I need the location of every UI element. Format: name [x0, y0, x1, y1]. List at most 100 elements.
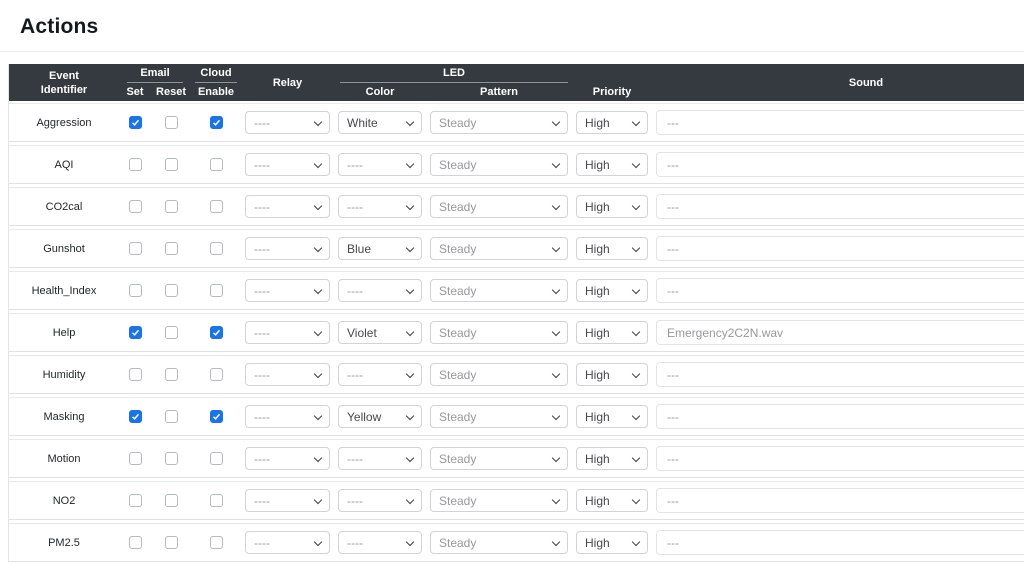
cloud-enable-checkbox[interactable] — [209, 326, 223, 339]
email-set-checkbox[interactable] — [128, 242, 142, 255]
email-set-checkbox[interactable] — [128, 536, 142, 549]
led-priority-select[interactable]: High — [576, 363, 648, 386]
relay-select[interactable]: ---- — [245, 321, 330, 344]
led-priority-select[interactable]: High — [576, 405, 648, 428]
sound-field[interactable]: --- — [656, 110, 1024, 135]
sound-field[interactable]: --- — [656, 530, 1024, 555]
cloud-enable-checkbox[interactable] — [209, 116, 223, 129]
led-color-select-value: Blue — [347, 241, 372, 256]
email-set-checkbox[interactable] — [128, 452, 142, 465]
led-priority-select[interactable]: High — [576, 153, 648, 176]
cloud-enable-checkbox[interactable] — [209, 452, 223, 465]
sound-field[interactable]: --- — [656, 278, 1024, 303]
email-set-checkbox[interactable] — [128, 116, 142, 129]
led-color-select[interactable]: ---- — [338, 363, 422, 386]
led-pattern-select[interactable]: Steady — [430, 531, 568, 554]
sound-field[interactable]: --- — [656, 362, 1024, 387]
led-priority-select[interactable]: High — [576, 111, 648, 134]
led-pattern-select[interactable]: Steady — [430, 489, 568, 512]
led-pattern-select[interactable]: Steady — [430, 321, 568, 344]
led-priority-select[interactable]: High — [576, 321, 648, 344]
led-color-select[interactable]: ---- — [338, 489, 422, 512]
sound-field[interactable]: --- — [656, 446, 1024, 471]
email-reset-checkbox[interactable] — [164, 158, 178, 171]
relay-select[interactable]: ---- — [245, 279, 330, 302]
led-pattern-select[interactable]: Steady — [430, 237, 568, 260]
email-reset-checkbox[interactable] — [164, 536, 178, 549]
event-identifier-label: Motion — [47, 452, 81, 465]
relay-select-value: ---- — [254, 283, 270, 298]
email-reset-checkbox[interactable] — [164, 242, 178, 255]
email-reset-checkbox[interactable] — [164, 410, 178, 423]
led-pattern-select[interactable]: Steady — [430, 405, 568, 428]
led-color-select[interactable]: ---- — [338, 531, 422, 554]
chevron-down-icon — [551, 117, 561, 127]
sound-field[interactable]: --- — [656, 194, 1024, 219]
cloud-enable-checkbox[interactable] — [209, 536, 223, 549]
email-reset-checkbox[interactable] — [164, 326, 178, 339]
table-row: Gunshot ---- Blue — [9, 229, 1024, 268]
email-set-checkbox[interactable] — [128, 494, 142, 507]
relay-select[interactable]: ---- — [245, 111, 330, 134]
sound-field-value: --- — [667, 493, 679, 508]
email-reset-checkbox[interactable] — [164, 284, 178, 297]
led-priority-select[interactable]: High — [576, 489, 648, 512]
led-color-select[interactable]: Yellow — [338, 405, 422, 428]
event-identifier-label: Gunshot — [43, 242, 85, 255]
chevron-down-icon — [405, 159, 415, 169]
led-priority-select[interactable]: High — [576, 237, 648, 260]
email-set-checkbox[interactable] — [128, 368, 142, 381]
led-color-select[interactable]: ---- — [338, 447, 422, 470]
email-reset-checkbox[interactable] — [164, 200, 178, 213]
led-priority-select[interactable]: High — [576, 447, 648, 470]
email-set-checkbox[interactable] — [128, 410, 142, 423]
relay-select[interactable]: ---- — [245, 153, 330, 176]
chevron-down-icon — [551, 327, 561, 337]
cloud-enable-checkbox[interactable] — [209, 284, 223, 297]
email-set-checkbox[interactable] — [128, 326, 142, 339]
cloud-enable-checkbox[interactable] — [209, 368, 223, 381]
led-color-select-value: ---- — [347, 157, 363, 172]
led-color-select[interactable]: ---- — [338, 279, 422, 302]
sound-field[interactable]: --- — [656, 404, 1024, 429]
led-pattern-select[interactable]: Steady — [430, 153, 568, 176]
sound-field[interactable]: --- — [656, 488, 1024, 513]
relay-select[interactable]: ---- — [245, 405, 330, 428]
led-priority-select[interactable]: High — [576, 279, 648, 302]
email-reset-checkbox[interactable] — [164, 116, 178, 129]
email-set-checkbox[interactable] — [128, 200, 142, 213]
led-priority-select[interactable]: High — [576, 531, 648, 554]
led-pattern-select[interactable]: Steady — [430, 195, 568, 218]
cloud-enable-checkbox[interactable] — [209, 200, 223, 213]
email-set-checkbox[interactable] — [128, 284, 142, 297]
relay-select[interactable]: ---- — [245, 195, 330, 218]
email-reset-checkbox[interactable] — [164, 452, 178, 465]
sound-field[interactable]: Emergency2C2N.wav — [656, 320, 1024, 345]
cloud-enable-checkbox[interactable] — [209, 410, 223, 423]
cloud-enable-checkbox[interactable] — [209, 494, 223, 507]
led-pattern-select[interactable]: Steady — [430, 279, 568, 302]
relay-select[interactable]: ---- — [245, 489, 330, 512]
sound-field[interactable]: --- — [656, 236, 1024, 261]
chevron-down-icon — [313, 159, 323, 169]
relay-select[interactable]: ---- — [245, 447, 330, 470]
email-set-checkbox[interactable] — [128, 158, 142, 171]
led-pattern-select[interactable]: Steady — [430, 111, 568, 134]
led-pattern-select[interactable]: Steady — [430, 363, 568, 386]
led-pattern-select-value: Steady — [439, 535, 477, 550]
sound-field[interactable]: --- — [656, 152, 1024, 177]
cloud-enable-checkbox[interactable] — [209, 242, 223, 255]
relay-select[interactable]: ---- — [245, 531, 330, 554]
led-color-select[interactable]: Blue — [338, 237, 422, 260]
email-reset-checkbox[interactable] — [164, 368, 178, 381]
led-color-select[interactable]: White — [338, 111, 422, 134]
relay-select[interactable]: ---- — [245, 237, 330, 260]
led-pattern-select[interactable]: Steady — [430, 447, 568, 470]
led-priority-select[interactable]: High — [576, 195, 648, 218]
relay-select[interactable]: ---- — [245, 363, 330, 386]
led-color-select[interactable]: ---- — [338, 153, 422, 176]
led-color-select[interactable]: ---- — [338, 195, 422, 218]
cloud-enable-checkbox[interactable] — [209, 158, 223, 171]
led-color-select[interactable]: Violet — [338, 321, 422, 344]
email-reset-checkbox[interactable] — [164, 494, 178, 507]
